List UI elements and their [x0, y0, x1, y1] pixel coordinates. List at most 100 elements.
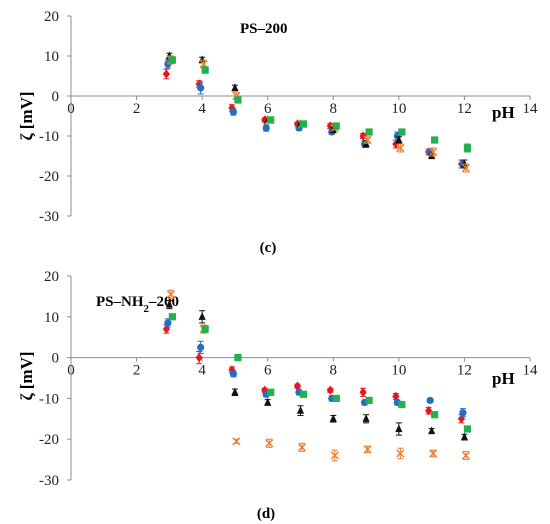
data-point [332, 122, 340, 130]
x-tick-label: 12 [457, 363, 472, 379]
data-point [396, 449, 405, 458]
data-point [330, 451, 339, 460]
x-tick-label: 6 [264, 363, 272, 379]
chart-title: PS–200 [240, 21, 288, 37]
data-point [362, 414, 370, 422]
data-point [299, 390, 308, 398]
data-point [425, 406, 433, 416]
data-point [463, 425, 472, 433]
x-tick-label: 14 [523, 363, 539, 379]
data-point [264, 397, 272, 406]
data-point [429, 147, 438, 157]
data-point [229, 370, 238, 378]
data-point [234, 354, 242, 362]
data-point [166, 290, 175, 299]
y-tick-label: -30 [39, 209, 59, 225]
data-point [201, 66, 209, 74]
x-tick-label: 4 [198, 101, 206, 117]
data-point [365, 396, 373, 405]
data-point [165, 299, 173, 308]
y-tick-label: 0 [52, 351, 60, 367]
panel-caption: (c) [260, 240, 277, 256]
x-tick-label: 2 [133, 363, 141, 379]
x-tick-label: 2 [133, 101, 141, 117]
data-point [168, 56, 176, 64]
x-tick-label: 10 [391, 101, 406, 117]
y-axis-label: ζ [mV] [17, 351, 36, 400]
x-tick-label: 14 [523, 101, 539, 117]
data-point [395, 135, 403, 144]
data-point [431, 136, 439, 144]
data-point [265, 439, 274, 448]
data-point [232, 437, 241, 446]
data-point [431, 411, 439, 419]
chart-title: PS–NH2–200 [96, 294, 179, 315]
y-tick-label: 10 [44, 49, 59, 65]
data-point [332, 394, 340, 402]
data-point [461, 163, 471, 173]
data-point [461, 451, 471, 460]
data-point [457, 414, 466, 424]
data-point [428, 151, 436, 160]
series-triangle [165, 299, 469, 441]
zeta-chart-ps-nh2-200: PS–NH2–200 ζ [mV] pH (d) 20 10 0 -10 -20 -30 0… [17, 269, 539, 522]
x-tick-label: 12 [457, 101, 472, 117]
x-tick-label: 10 [391, 363, 406, 379]
data-point [234, 96, 242, 104]
series-cross [166, 289, 471, 462]
data-point [459, 409, 467, 417]
data-point [229, 108, 238, 116]
y-tick-label: -30 [39, 473, 59, 489]
data-point [395, 424, 403, 433]
data-point [201, 325, 209, 333]
data-point [329, 414, 337, 422]
data-point [231, 83, 239, 92]
series-square [168, 313, 472, 433]
series-triangle [165, 51, 469, 169]
data-point [297, 443, 307, 452]
y-tick-label: -20 [39, 432, 59, 448]
data-point [262, 124, 270, 132]
data-point [162, 69, 170, 79]
data-point [428, 426, 436, 435]
y-tick-label: -20 [39, 169, 59, 185]
y-tick-label: 20 [44, 9, 59, 25]
y-tick-label: 10 [44, 310, 59, 326]
data-point [365, 128, 373, 136]
y-tick-label: -10 [39, 391, 59, 407]
series-diamond [162, 324, 466, 424]
data-point [426, 396, 434, 405]
data-point [460, 432, 469, 441]
y-tick-label: 0 [52, 89, 60, 105]
x-axis-label: pH [492, 103, 515, 122]
x-tick-label: 0 [67, 101, 75, 117]
series-circle [164, 318, 467, 418]
data-point [197, 84, 205, 92]
series-cross [166, 55, 471, 173]
data-point [392, 139, 400, 149]
data-point [198, 312, 206, 320]
y-tick-label: -10 [39, 129, 59, 145]
panel-caption: (d) [257, 506, 275, 522]
data-point [296, 406, 305, 414]
data-point [429, 449, 438, 458]
series-square [168, 56, 472, 153]
data-point [195, 79, 203, 89]
x-tick-label: 8 [330, 101, 338, 117]
y-tick-label: 20 [44, 269, 59, 285]
y-axis-label: ζ [mV] [17, 91, 36, 140]
x-tick-label: 6 [264, 101, 272, 117]
data-point [392, 391, 400, 401]
data-point [267, 388, 275, 396]
x-tick-label: 4 [198, 363, 206, 379]
data-point [363, 135, 372, 145]
data-point [326, 385, 334, 395]
data-point [168, 313, 176, 321]
series-circle [164, 59, 467, 169]
data-point [396, 143, 405, 153]
series-diamond [162, 68, 466, 169]
data-point [231, 387, 239, 396]
data-point [359, 131, 367, 141]
x-tick-label: 8 [330, 363, 338, 379]
zeta-chart-ps-200: PS–200 ζ [mV] pH (c) 20 10 0 -10 -20 -30 0 2 4 6 8… [17, 9, 539, 256]
